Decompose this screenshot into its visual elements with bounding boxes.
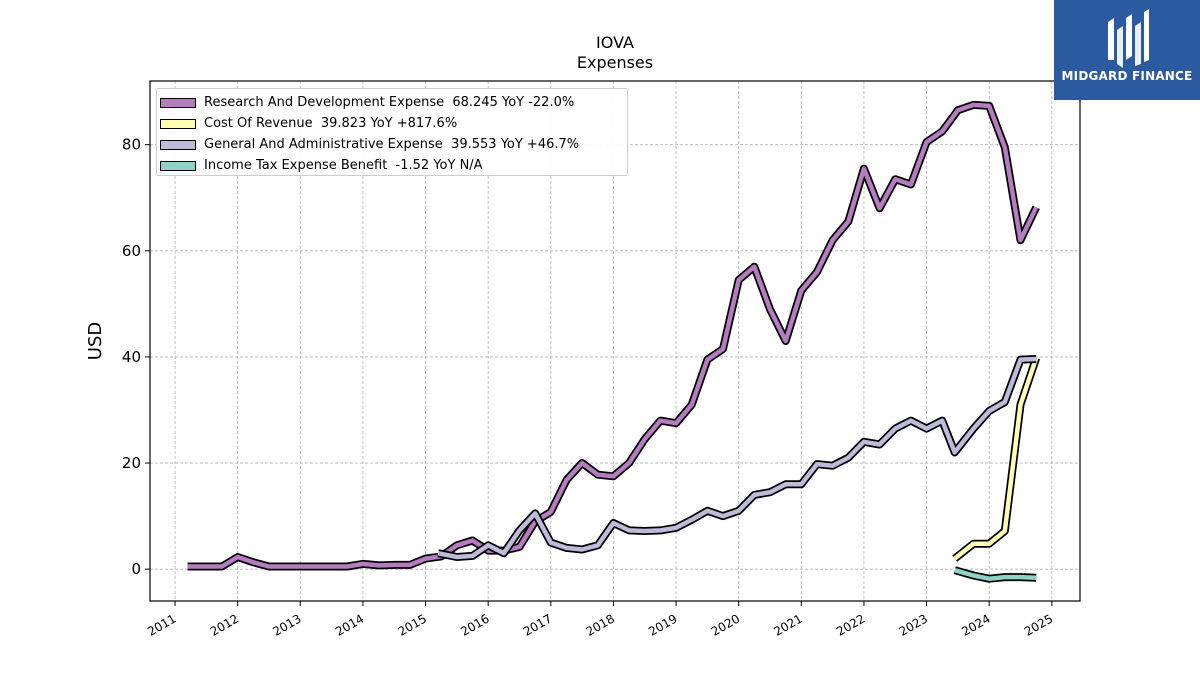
x-tick-label: 2018	[583, 611, 616, 638]
legend-swatch	[160, 139, 196, 150]
series-line	[954, 568, 1037, 581]
x-tick-label: 2017	[521, 611, 554, 638]
legend-label: General And Administrative Expense 39.55…	[204, 137, 580, 152]
legend: Research And Development Expense 68.245 …	[156, 88, 628, 176]
y-axis-label: USD	[85, 322, 106, 360]
x-tick-label: 2016	[458, 611, 491, 638]
x-tick-label: 2012	[208, 611, 241, 638]
x-tick-label: 2019	[646, 611, 679, 638]
x-tick-label: 2021	[771, 611, 804, 638]
x-tick-label: 2013	[270, 611, 303, 638]
y-tick-label: 80	[122, 136, 141, 154]
series-line	[953, 357, 1039, 561]
x-axis-ticks: 2011 2012 2013 2014 2015 2016 2017 2018 2019 2020…	[145, 601, 1055, 639]
chart-title: IOVA	[596, 33, 634, 52]
legend-item: Research And Development Expense 68.245 …	[160, 92, 627, 113]
legend-item: Cost Of Revenue 39.823 YoY +817.6%	[160, 113, 627, 134]
plot-frame	[149, 80, 1081, 602]
series-2	[437, 355, 1037, 561]
midgard-logo-icon	[1108, 9, 1149, 68]
series-lines	[187, 100, 1040, 583]
x-tick-label: 2014	[333, 611, 366, 638]
chart-subtitle: Expenses	[576, 53, 654, 72]
y-tick-label: 0	[131, 560, 141, 578]
legend-label: Cost Of Revenue 39.823 YoY +817.6%	[204, 116, 458, 131]
series-3	[953, 566, 1037, 583]
legend-swatch	[160, 118, 196, 129]
midgard-logo-text: MIDGARD FINANCE	[1061, 69, 1193, 83]
series-line	[437, 356, 1037, 560]
x-tick-label: 2015	[396, 611, 429, 638]
legend-label: Income Tax Expense Benefit -1.52 YoY N/A	[204, 158, 483, 173]
series-line	[187, 102, 1039, 569]
series-0	[187, 100, 1040, 571]
x-tick-label: 2023	[897, 611, 930, 638]
y-tick-label: 20	[122, 454, 141, 472]
legend-item: General And Administrative Expense 39.55…	[160, 134, 627, 155]
legend-item: Income Tax Expense Benefit -1.52 YoY N/A	[160, 155, 627, 176]
x-tick-label: 2024	[959, 611, 992, 638]
y-axis-ticks: 0 20 40 60 80	[122, 136, 150, 578]
x-tick-label: 2011	[145, 611, 178, 638]
midgard-finance-logo: MIDGARD FINANCE	[1054, 0, 1200, 100]
x-tick-label: 2020	[709, 611, 742, 638]
y-tick-label: 40	[122, 348, 141, 366]
legend-swatch	[160, 97, 196, 108]
x-tick-label: 2022	[834, 611, 867, 638]
y-tick-label: 60	[122, 242, 141, 260]
legend-label: Research And Development Expense 68.245 …	[204, 95, 575, 110]
series-1	[952, 356, 1040, 562]
x-tick-label: 2025	[1022, 611, 1055, 638]
legend-swatch	[160, 160, 196, 171]
